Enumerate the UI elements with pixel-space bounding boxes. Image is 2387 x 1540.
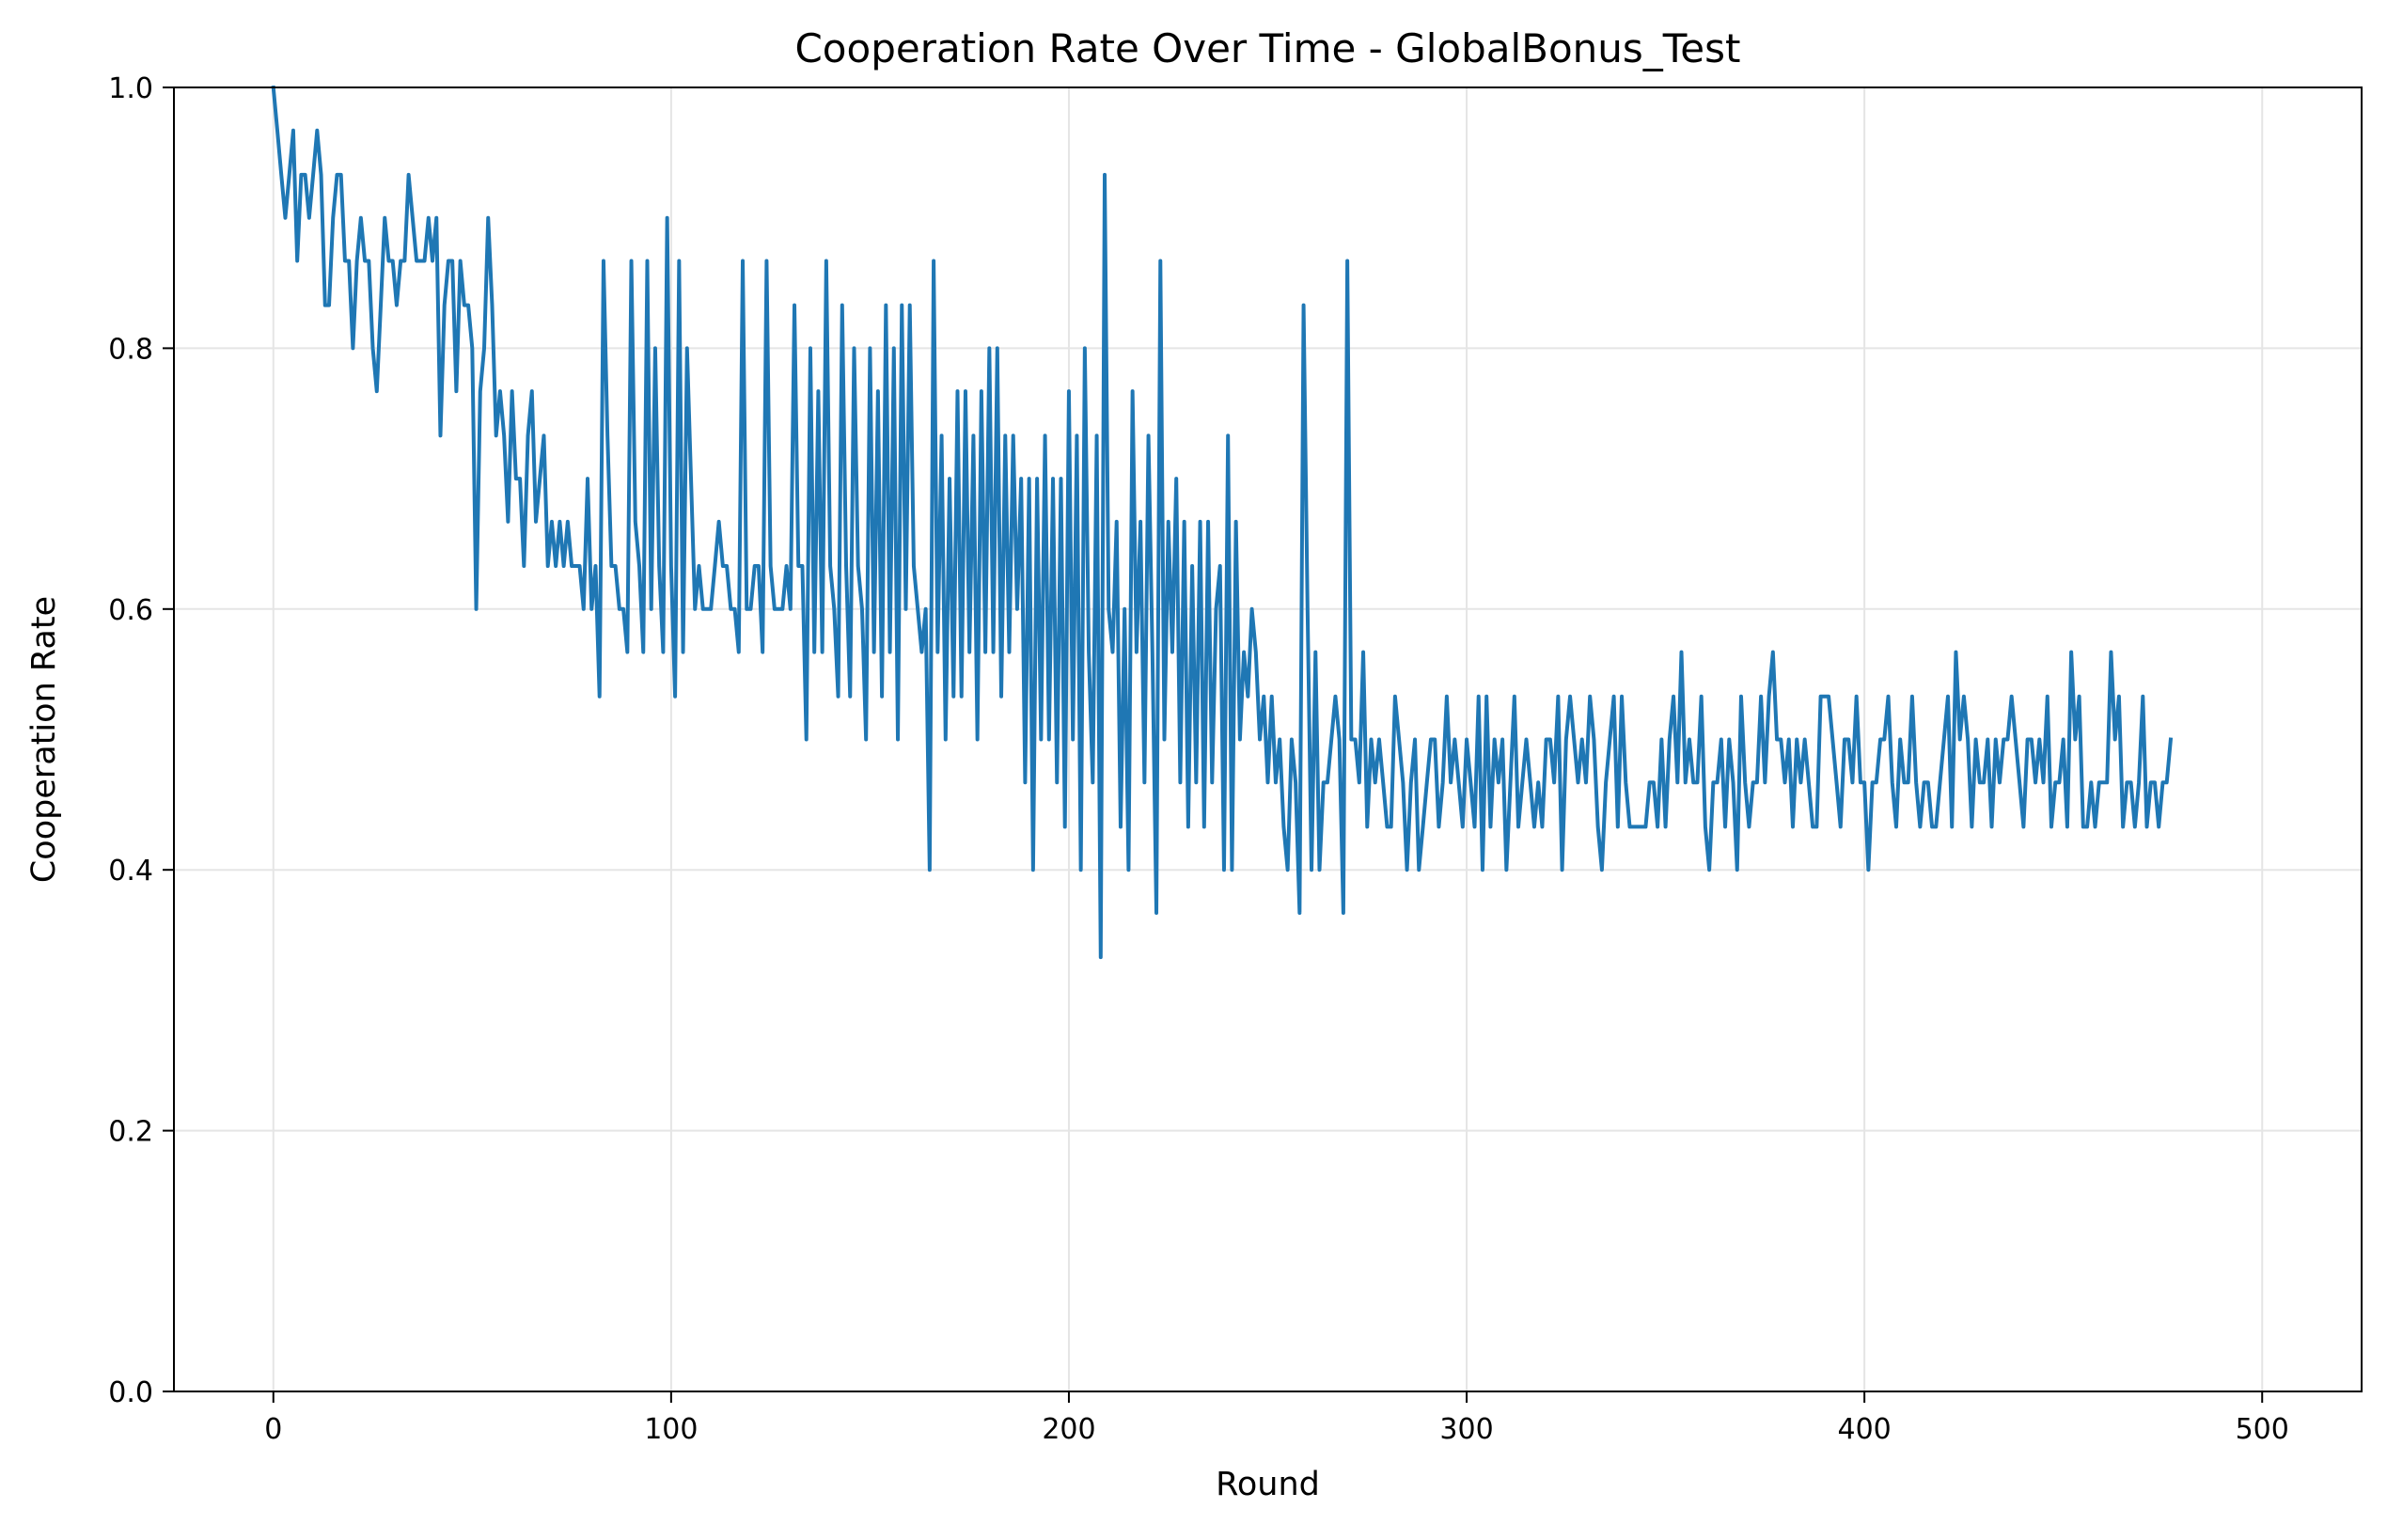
y-tick-label: 1.0 <box>108 72 153 105</box>
chart-title: Cooperation Rate Over Time - GlobalBonus… <box>794 25 1740 71</box>
series-line-layer <box>271 85 2174 960</box>
x-axis-label: Round <box>1216 1466 1320 1503</box>
x-tick-label: 300 <box>1439 1413 1493 1446</box>
y-tick-label: 0.2 <box>108 1116 153 1149</box>
x-tick-label: 0 <box>264 1413 282 1446</box>
x-tick-label: 100 <box>644 1413 698 1446</box>
x-tick-label: 500 <box>2236 1413 2289 1446</box>
y-tick-label: 0.8 <box>108 333 153 366</box>
plot-frame <box>173 86 2363 1392</box>
axis-ticks: 0 100 200 300 400 500 0.0 0.2 0.4 0.6 0.8 1.0 <box>108 72 2289 1446</box>
y-axis-label: Cooperation Rate <box>25 596 63 883</box>
y-tick-label: 0.4 <box>108 855 153 888</box>
x-tick-label: 400 <box>1838 1413 1892 1446</box>
y-tick-label: 0.0 <box>108 1376 153 1409</box>
series-line <box>271 85 2174 960</box>
y-tick-label: 0.6 <box>108 594 153 627</box>
x-tick-label: 200 <box>1042 1413 1095 1446</box>
